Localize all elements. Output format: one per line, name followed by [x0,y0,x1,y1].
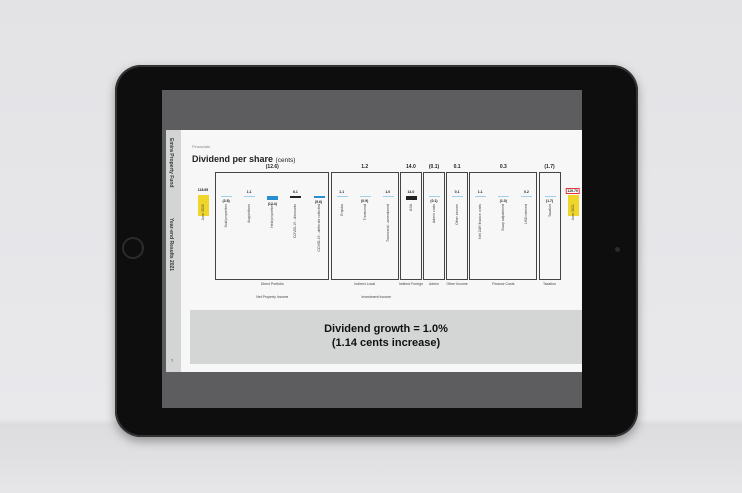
delta-bar [405,196,417,200]
delta-bar [429,196,440,198]
bar-label: USA [408,204,413,212]
title-text: Dividend per share [192,154,274,164]
delta-bar [290,196,302,199]
group-box [399,172,422,280]
group-label: Admin [429,282,439,286]
slide-sidebar: Emira Property Fund Year-end Results 202… [166,130,181,372]
total-bar [567,195,579,216]
banner-line-2: (1.14 cents increase) [331,337,441,349]
bar-value: 1.0 [385,190,391,194]
camera [615,247,620,252]
bar-label: June 2020 [201,204,205,221]
bar-value: 0.1 [454,190,460,194]
bar-value: 1.1 [246,190,252,194]
bar-value: 1.1 [339,190,345,194]
bar-value: (1.7) [545,199,554,204]
page-title: Dividend per share (cents) [192,154,295,164]
bar-label: Other income [455,204,460,226]
delta-bar [336,196,348,198]
bar-label: COVID-19 - deferrals collected [316,204,321,252]
bar-label: Net ZAR finance costs [478,204,483,239]
delta-bar [498,196,510,198]
bar-label: Admin costs [432,204,436,224]
bar-value: 119.79 [565,188,580,194]
group-box [423,172,445,280]
bar-label: Transcend - amendment [385,204,390,242]
bar-value: (12.4) [267,202,277,206]
banner-line-1: Dividend growth = 1.0% [324,323,448,335]
delta-bar [452,196,464,198]
group-label: Finance Costs [492,282,515,286]
home-button[interactable] [122,237,144,259]
bar-label: USD interest [524,204,529,224]
bar-label: Swap adjustment [501,204,506,231]
group-box [215,172,330,280]
total-bar [198,195,209,216]
breadcrumb: Financials [192,144,211,149]
group-label: Direct Portfolio [260,282,284,286]
category-label: Investment Income [361,295,392,299]
delta-bar [544,196,556,198]
group-label: Taxation [542,282,557,286]
category-label: Net Property Income [256,295,289,299]
delta-bar [313,196,325,198]
group-box [446,172,469,280]
bar-label: Enyuka [339,204,344,216]
group-total: 0.1 [453,164,461,170]
bar-value: (3.8) [222,199,230,204]
delta-bar [267,196,279,200]
bar-label: Held properties [270,204,275,228]
bar-label: Sold properties [224,204,229,228]
page-number: 7 [171,358,174,363]
delta-bar [382,196,394,198]
bar-label: Acquisitions [247,204,252,223]
sidebar-title: Emira Property Fund [168,138,174,188]
delta-bar [359,196,371,198]
bar-value: (5.6) [314,199,323,204]
bar-label: Taxation [547,204,552,218]
group-total: 1.2 [361,164,369,170]
group-total: (1.7) [544,164,555,170]
delta-bar [221,196,233,198]
group-total: 0.3 [499,164,507,170]
group-label: Indirect Foreign [398,282,424,286]
group-box [330,172,399,280]
bar-value: (0.9) [361,199,369,204]
group-box [538,172,561,280]
bar-value: 14.0 [407,190,415,194]
slide: Emira Property Fund Year-end Results 202… [166,130,582,372]
group-total: (12.6) [265,164,279,170]
delta-bar [244,196,256,198]
group-total: 14.0 [406,164,416,170]
delta-bar [521,196,533,198]
bar-value: 118.65 [197,188,209,192]
group-label: Other Income [446,282,468,286]
dividend-growth-banner: Dividend growth = 1.0% (1.14 cents incre… [190,310,582,364]
bar-label: COVID-19 - discounts [293,204,298,239]
bar-label: June 2021 [570,204,575,221]
group-label: Indirect Local [354,282,376,286]
title-unit: (cents) [275,157,296,164]
bar-value: (0.1) [430,199,438,204]
bar-label: Transcend [362,204,367,221]
bar-value: 6.1 [292,190,298,194]
bar-value: 1.1 [477,190,483,194]
bar-value: 0.2 [523,190,529,194]
sidebar-subtitle: Year-end Results 2021 [168,218,174,272]
delta-bar [475,196,487,198]
bar-value: (1.0) [499,199,507,204]
group-total: (0.1) [428,164,440,170]
group-box [469,172,538,280]
